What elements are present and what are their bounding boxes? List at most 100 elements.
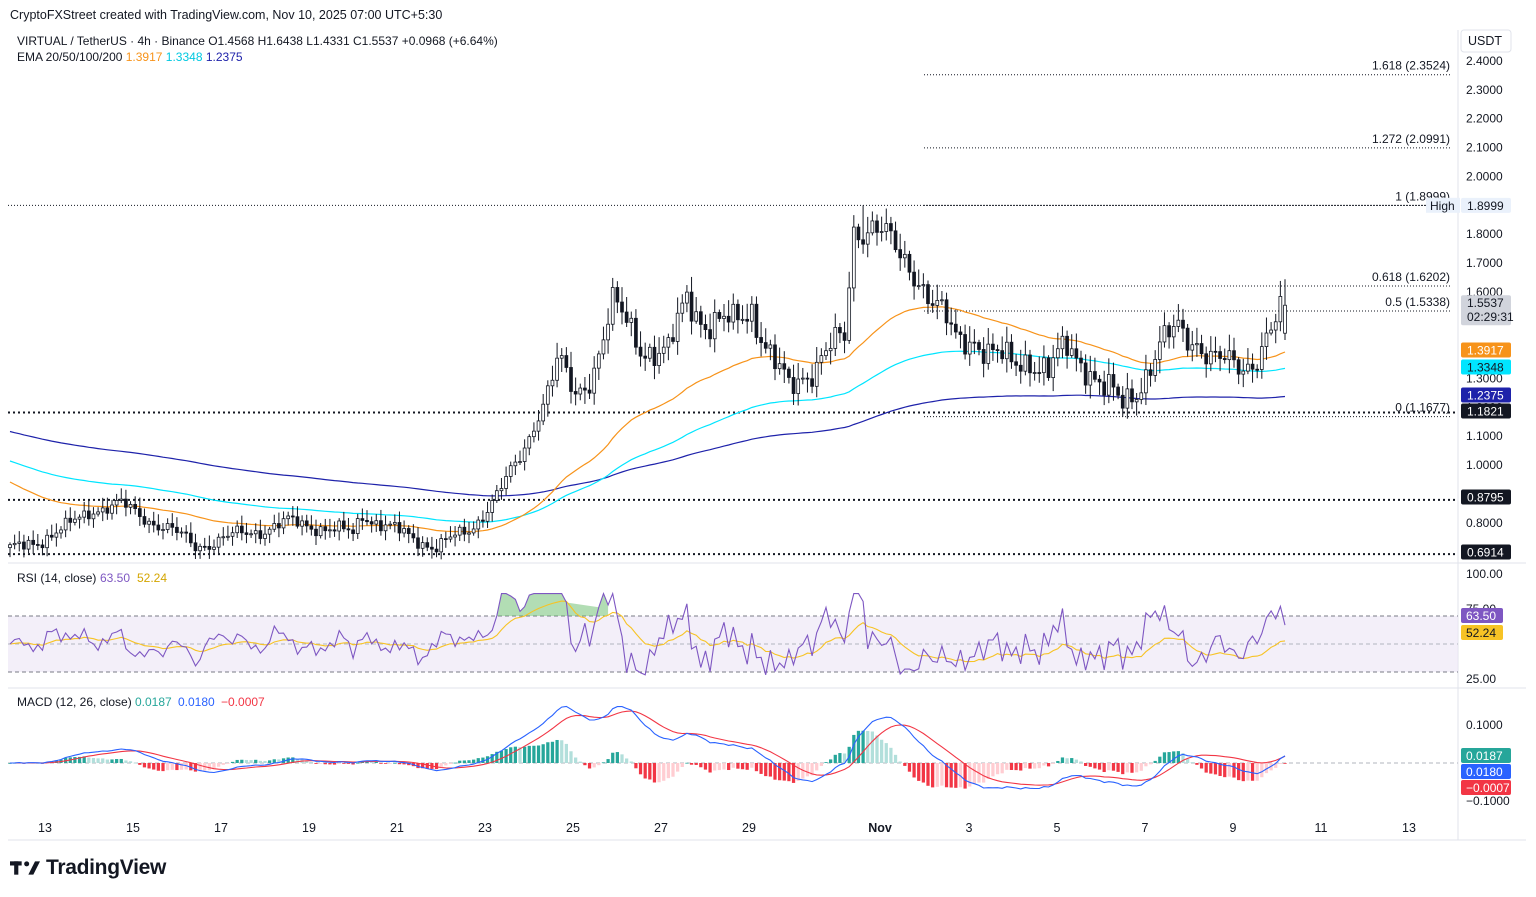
candle-body [448, 536, 453, 540]
macd-histogram-bar [764, 763, 768, 777]
macd-histogram-bar [1130, 763, 1134, 773]
candle-body [430, 546, 434, 550]
macd-histogram-bar [856, 730, 861, 763]
candle-body [1176, 319, 1181, 327]
candle-body [1232, 350, 1236, 361]
candle-body [930, 303, 935, 306]
macd-histogram-bar [462, 760, 466, 763]
macd-histogram-bar [1097, 763, 1102, 770]
macd-histogram-bar [750, 763, 754, 768]
macd-histogram-bar [1079, 761, 1083, 763]
macd-histogram-bar [815, 763, 819, 771]
ema-legend: EMA 20/50/100/200 1.3917 1.3348 1.2375 [17, 50, 243, 64]
macd-histogram-bar [402, 763, 406, 765]
candle-body [527, 436, 532, 449]
candle-body [615, 287, 620, 303]
macd-histogram-bar [467, 760, 471, 763]
candle-body [212, 546, 216, 550]
candle-body [402, 528, 406, 534]
candle-body [86, 510, 91, 520]
macd-histogram-bar [156, 763, 160, 771]
macd-histogram-bar [1227, 763, 1231, 777]
macd-histogram-bar [101, 758, 105, 763]
candle-body [151, 520, 156, 526]
macd-histogram-bar [509, 747, 513, 763]
candle-body [124, 498, 128, 508]
macd-histogram-bar [1190, 762, 1194, 763]
macd-histogram-bar [1023, 763, 1027, 769]
candle-body [17, 541, 22, 544]
time-tick-label: 9 [1230, 821, 1237, 835]
candle-body [397, 522, 402, 534]
macd-histogram-bar [880, 739, 884, 763]
macd-histogram-bar [448, 763, 453, 764]
candle-body [768, 344, 773, 349]
macd-histogram-bar [235, 759, 239, 763]
macd-histogram-bar [319, 763, 323, 764]
candle-body [193, 542, 198, 552]
candle-body [40, 544, 45, 549]
candle-body [902, 253, 907, 259]
candle-body [1264, 332, 1269, 348]
candle-body [1227, 350, 1232, 361]
candle-body [583, 387, 587, 391]
candle-body [1162, 325, 1167, 343]
macd-histogram-bar [332, 763, 337, 765]
candle-body [281, 518, 286, 529]
macd-histogram-bar [1278, 763, 1282, 764]
price-badge [1461, 403, 1511, 419]
macd-histogram-bar [736, 763, 740, 769]
macd-histogram-bar [982, 763, 986, 783]
macd-histogram-bar [527, 745, 531, 763]
candle-body [921, 284, 926, 287]
candle-body [1283, 304, 1287, 334]
macd-histogram-bar [1218, 763, 1222, 776]
candle-body [272, 523, 277, 530]
macd-histogram-bar [680, 763, 684, 767]
macd-histogram-bar [193, 763, 198, 772]
candle-body [365, 520, 369, 523]
macd-histogram-bar [532, 745, 536, 763]
macd-histogram-bar [699, 763, 703, 768]
candle-body [977, 342, 981, 350]
candle-body [624, 311, 629, 323]
candle-body [1130, 388, 1134, 403]
candle-body [944, 299, 949, 324]
candle-body [175, 526, 179, 533]
candle-body [754, 303, 759, 338]
macd-histogram-bar [838, 753, 842, 763]
candle-body [940, 299, 944, 302]
candle-body [156, 524, 161, 531]
ema-100-line [9, 350, 1286, 523]
price-badge-value: 0.8795 [1467, 491, 1504, 505]
macd-histogram-bar [606, 759, 610, 763]
candle-body [1088, 371, 1093, 386]
price-badge-value: 0.6914 [1467, 546, 1504, 560]
macd-histogram-bar [1176, 751, 1180, 763]
macd-histogram-bar [323, 763, 327, 765]
candle-body [31, 539, 36, 545]
macd-histogram-bar [1014, 763, 1018, 771]
candle-body [601, 339, 606, 355]
candle-body [1014, 361, 1018, 366]
macd-histogram-bar [240, 759, 244, 763]
rsi-legend-ma: 52.24 [137, 571, 167, 585]
macd-histogram-bar [268, 760, 272, 763]
macd-histogram-bar [1158, 756, 1162, 763]
macd-histogram-bar [921, 763, 925, 783]
macd-histogram-bar [805, 763, 810, 777]
macd-histogram-bar [263, 760, 267, 763]
price-badge [1461, 489, 1511, 505]
candle-body [1125, 388, 1130, 409]
candle-body [295, 516, 300, 527]
high-tag-label: High [1430, 199, 1455, 213]
candle-body [675, 312, 680, 342]
candle-body [346, 528, 351, 531]
macd-histogram-bar [258, 760, 262, 763]
macd-histogram-bar [1065, 758, 1069, 763]
candle-body [318, 526, 323, 537]
macd-histogram-bar [170, 763, 174, 770]
symbol-legend: VIRTUAL / TetherUS · 4h · Binance O1.456… [17, 34, 498, 48]
macd-histogram-bar [175, 763, 179, 771]
